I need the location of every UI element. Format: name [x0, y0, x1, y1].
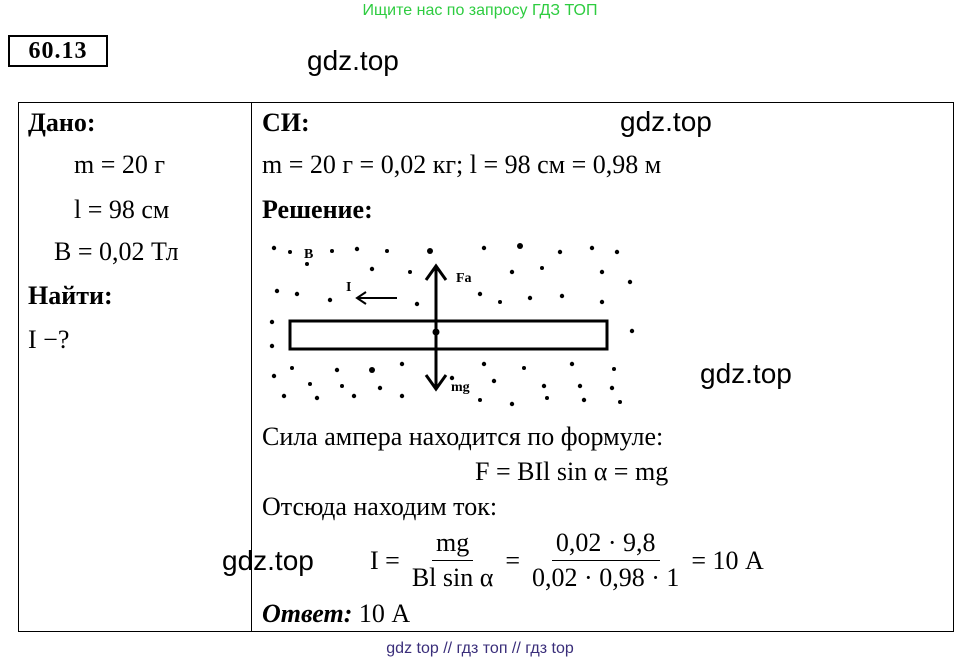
formula-equals: =: [505, 545, 521, 575]
table-divider: [251, 102, 252, 632]
watermark: gdz.top: [222, 545, 314, 576]
label-fa: Fa: [456, 271, 472, 286]
answer-label: Ответ:: [262, 599, 353, 628]
current-arrow: [355, 291, 397, 305]
footer-links[interactable]: gdz top // гдз топ // гдз top: [386, 640, 574, 657]
explanation-text-1: Сила ампера находится по формуле:: [262, 422, 664, 451]
watermark: gdz.top: [620, 106, 712, 137]
label-mg: mg: [451, 380, 470, 395]
fraction-symbolic: mg Bl sin α: [408, 526, 498, 595]
find-value: I −?: [28, 325, 70, 354]
given-mass: m = 20 г: [74, 150, 166, 179]
solution-table: [18, 102, 954, 632]
force-diagram: B I Fa mg: [269, 243, 635, 407]
solution-heading: Решение:: [262, 195, 373, 224]
problem-number: 60.13: [8, 35, 108, 67]
explanation-text-2: Отсюда находим ток:: [262, 492, 498, 521]
formula-lhs: I =: [370, 545, 400, 575]
si-conversion: m = 20 г = 0,02 кг; l = 98 см = 0,98 м: [262, 150, 662, 179]
label-i: I: [346, 280, 351, 295]
given-length: l = 98 см: [74, 195, 170, 224]
answer-line: Ответ: 10 А: [262, 599, 410, 629]
conductor-bar: [288, 319, 609, 351]
given-heading: Дано:: [28, 108, 96, 137]
answer-value: 10 А: [358, 599, 411, 628]
search-banner: Ищите нас по запросу ГДЗ ТОП: [362, 2, 598, 19]
formula-current: I = mg Bl sin α = 0,02 · 9,8 0,02 · 0,98…: [370, 526, 764, 595]
watermark: gdz.top: [307, 45, 399, 76]
fraction-symbolic-denominator: Bl sin α: [411, 563, 494, 592]
fraction-numeric: 0,02 · 9,8 0,02 · 0,98 · 1: [528, 526, 683, 595]
fraction-symbolic-numerator: mg: [431, 526, 474, 561]
ampere-force-arrow: [424, 263, 448, 336]
magnetic-field-dots: [269, 243, 635, 407]
formula-result: = 10 А: [691, 545, 764, 575]
label-b: B: [304, 247, 313, 262]
fraction-numeric-denominator: 0,02 · 0,98 · 1: [532, 563, 680, 592]
fraction-numeric-numerator: 0,02 · 9,8: [551, 526, 660, 561]
find-heading: Найти:: [28, 281, 113, 310]
given-field: B = 0,02 Тл: [54, 237, 179, 266]
si-heading: СИ:: [262, 108, 310, 137]
gravity-force-arrow: [424, 336, 448, 392]
watermark: gdz.top: [700, 358, 792, 389]
formula-ampere: F = BIl sin α = mg: [475, 457, 669, 486]
